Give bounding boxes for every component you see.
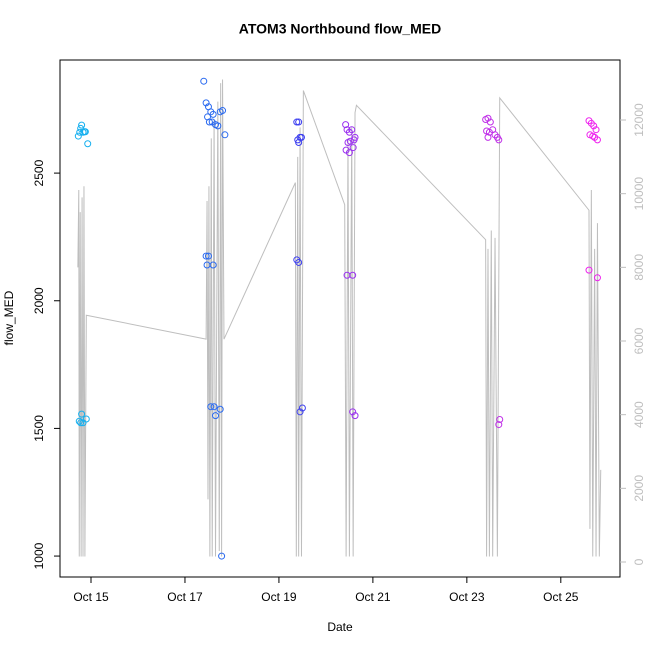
scatter-point — [348, 126, 356, 134]
scatter-point — [296, 408, 304, 416]
y-axis-title: flow_MED — [2, 290, 16, 345]
scatter-point — [590, 122, 598, 130]
scatter-point — [593, 136, 601, 144]
scatter-point — [209, 110, 217, 118]
scatter-point — [495, 421, 503, 429]
scatter-point — [75, 417, 83, 425]
scatter-point — [202, 99, 210, 107]
scatter-point — [221, 131, 229, 139]
scatter-point — [74, 132, 82, 140]
y-tick-label: 1500 — [32, 415, 46, 442]
scatter-point — [496, 415, 504, 423]
scatter-point — [216, 405, 224, 413]
y-tick-label: 1000 — [32, 542, 46, 569]
scatter-point — [218, 552, 226, 560]
scatter-point — [209, 261, 217, 269]
x-tick-label: Oct 25 — [543, 590, 579, 604]
scatter-point — [293, 118, 301, 126]
scatter-point — [81, 128, 89, 136]
scatter-point — [495, 136, 503, 144]
scatter-point — [82, 415, 90, 423]
scatter-point — [484, 133, 492, 141]
x-tick-label: Oct 17 — [167, 590, 203, 604]
scatter-point — [78, 121, 86, 129]
scatter-point — [205, 118, 213, 126]
scatter-point — [349, 144, 357, 152]
scatter-point — [295, 118, 303, 126]
y2-tick-label: 2000 — [632, 475, 646, 502]
scatter-point — [349, 271, 357, 279]
scatter-point — [297, 133, 305, 141]
scatter-point — [202, 252, 210, 260]
scatter-point — [219, 107, 227, 115]
scatter-point — [342, 121, 350, 129]
scatter-point — [210, 403, 218, 411]
scatter-point — [484, 114, 492, 122]
line-series — [77, 79, 602, 557]
scatter-point — [295, 258, 303, 266]
y-tick-label: 2500 — [32, 159, 46, 186]
scatter-point — [349, 408, 357, 416]
scatter-point — [204, 252, 212, 260]
scatter-point — [486, 118, 494, 126]
scatter-point — [351, 133, 359, 141]
x-axis-title: Date — [327, 620, 353, 634]
scatter-point — [295, 138, 303, 146]
scatter-point — [78, 410, 86, 418]
scatter-point — [298, 404, 306, 412]
y2-tick-label: 10000 — [632, 177, 646, 211]
y-tick-label: 2000 — [32, 287, 46, 314]
scatter-point — [593, 274, 601, 282]
x-tick-label: Oct 15 — [73, 590, 109, 604]
scatter-point — [592, 126, 600, 134]
scatter-point — [200, 77, 208, 85]
scatter-point — [346, 137, 354, 145]
y2-tick-label: 8000 — [632, 254, 646, 281]
scatter-point — [212, 412, 220, 420]
x-tick-label: Oct 19 — [261, 590, 297, 604]
x-tick-label: Oct 23 — [449, 590, 485, 604]
y2-tick-label: 12000 — [632, 103, 646, 137]
scatter-point — [207, 403, 215, 411]
plot-frame — [59, 59, 621, 578]
y2-tick-label: 6000 — [632, 327, 646, 354]
scatter-point — [345, 149, 353, 157]
scatter-point — [214, 122, 222, 130]
y2-tick-label: 0 — [632, 558, 646, 565]
chart-title: ATOM3 Northbound flow_MED — [239, 21, 441, 37]
scatter-point — [351, 412, 359, 420]
y2-tick-label: 4000 — [632, 401, 646, 428]
scatter-point — [585, 266, 593, 274]
scatter-point — [77, 419, 85, 427]
scatter-point — [589, 132, 597, 140]
scatter-point — [84, 140, 92, 148]
x-tick-label: Oct 21 — [355, 590, 391, 604]
